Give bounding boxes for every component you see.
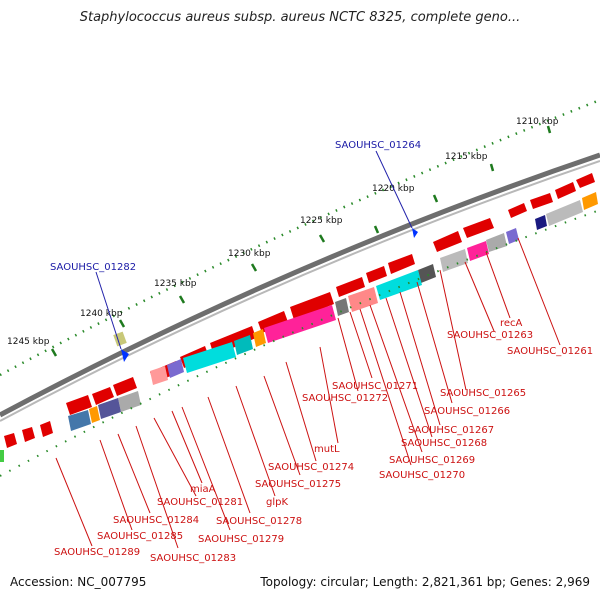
gene-label-01281[interactable]: SAOUHSC_01281 (157, 497, 243, 508)
gene-label-01279[interactable]: SAOUHSC_01279 (198, 534, 284, 545)
cds-arrow[interactable] (66, 395, 92, 415)
cds-block[interactable] (253, 329, 266, 347)
gene-label-01261[interactable]: SAOUHSC_01261 (507, 346, 593, 357)
cds-block[interactable] (335, 298, 349, 316)
cds-block[interactable] (348, 287, 378, 312)
accession-label: Accession: NC_007795 (10, 575, 147, 589)
cds-arrow[interactable] (92, 387, 114, 405)
leader-line (95, 271, 122, 350)
cds-block[interactable] (167, 359, 184, 378)
scale-label-1225: 1225 kbp (300, 216, 343, 226)
cds-arrow[interactable] (463, 218, 494, 238)
gene-label-01285[interactable]: SAOUHSC_01285 (97, 531, 183, 542)
olive-feature[interactable] (113, 331, 127, 347)
cds-block[interactable] (582, 192, 598, 210)
gene-label-01278[interactable]: SAOUHSC_01278 (216, 516, 302, 527)
backbone-outer (0, 152, 600, 418)
gene-label-01274[interactable]: SAOUHSC_01274 (268, 462, 354, 473)
gene-label-01289[interactable]: SAOUHSC_01289 (54, 547, 140, 558)
cds-block[interactable] (183, 342, 236, 373)
gene-label-01269[interactable]: SAOUHSC_01269 (389, 455, 475, 466)
scale-label-1245: 1245 kbp (7, 337, 50, 347)
gene-label-01264[interactable]: SAOUHSC_01264 (335, 140, 421, 151)
map-title: Staphylococcus aureus subsp. aureus NCTC… (79, 10, 521, 25)
scale-label-1210: 1210 kbp (516, 117, 559, 127)
cds-block[interactable] (467, 241, 489, 261)
topology-label: Topology: circular; Length: 2,821,361 bp… (260, 575, 590, 589)
gene-label-01275[interactable]: SAOUHSC_01275 (255, 479, 341, 490)
scale-arc (0, 98, 600, 377)
gene-label-glpK[interactable]: glpK (266, 497, 288, 508)
cds-block[interactable] (376, 270, 422, 300)
cds-block[interactable] (89, 406, 100, 423)
reverse-strand-features (0, 192, 598, 462)
gene-label-01267[interactable]: SAOUHSC_01267 (408, 425, 494, 436)
cds-block[interactable] (418, 264, 436, 283)
cds-block[interactable] (118, 391, 141, 412)
cds-block[interactable] (68, 410, 91, 431)
gene-label-01284[interactable]: SAOUHSC_01284 (113, 515, 199, 526)
scale-ticks (50, 125, 552, 357)
gene-label-miaA[interactable]: miaA (190, 484, 216, 495)
cds-arrow[interactable] (576, 173, 595, 188)
cds-arrow[interactable] (388, 254, 415, 274)
cds-arrow[interactable] (530, 193, 553, 209)
gene-label-01283[interactable]: SAOUHSC_01283 (150, 553, 236, 564)
gene-label-01271[interactable]: SAOUHSC_01271 (332, 381, 418, 392)
forward-strand-features (66, 173, 595, 415)
gene-label-01266[interactable]: SAOUHSC_01266 (424, 406, 510, 417)
gene-label-01270[interactable]: SAOUHSC_01270 (379, 470, 465, 481)
leader-line (375, 150, 413, 229)
cds-arrow[interactable] (508, 203, 527, 218)
gene-label-01268[interactable]: SAOUHSC_01268 (401, 438, 487, 449)
gene-label-01272[interactable]: SAOUHSC_01272 (302, 393, 388, 404)
inner-scale-arc (0, 209, 600, 477)
cds-block[interactable] (22, 427, 35, 442)
red-leader-lines (55, 237, 561, 549)
cds-block[interactable] (535, 215, 547, 230)
cds-block[interactable] (506, 228, 519, 244)
gene-label-01265[interactable]: SAOUHSC_01265 (440, 388, 526, 399)
scale-label-1235: 1235 kbp (154, 279, 197, 289)
backbone-inner (0, 160, 600, 422)
cds-block[interactable] (0, 450, 4, 462)
cds-arrow[interactable] (113, 377, 137, 396)
gene-label-mutL[interactable]: mutL (314, 444, 340, 455)
blue-feature-marker[interactable] (412, 228, 418, 238)
gene-label-recA[interactable]: recA (500, 318, 523, 329)
cds-block[interactable] (234, 335, 253, 355)
gene-label-01263[interactable]: SAOUHSC_01263 (447, 330, 533, 341)
cds-arrow[interactable] (555, 182, 576, 199)
cds-block[interactable] (546, 200, 583, 226)
cds-block[interactable] (264, 305, 336, 343)
cds-block[interactable] (150, 366, 168, 385)
cds-arrow[interactable] (290, 292, 334, 320)
gene-label-01282[interactable]: SAOUHSC_01282 (50, 262, 136, 273)
cds-arrow[interactable] (433, 231, 462, 252)
scale-label-1230: 1230 kbp (228, 249, 271, 259)
cds-block[interactable] (486, 233, 507, 252)
cds-block[interactable] (40, 421, 53, 437)
cds-block[interactable] (440, 249, 468, 272)
scale-label-1240: 1240 kbp (80, 309, 123, 319)
cds-block[interactable] (98, 398, 121, 419)
scale-label-1215: 1215 kbp (445, 152, 488, 162)
cds-arrow[interactable] (336, 277, 365, 297)
cds-block[interactable] (4, 433, 17, 448)
blue-feature-marker[interactable] (121, 349, 129, 362)
cds-arrow[interactable] (366, 266, 387, 283)
